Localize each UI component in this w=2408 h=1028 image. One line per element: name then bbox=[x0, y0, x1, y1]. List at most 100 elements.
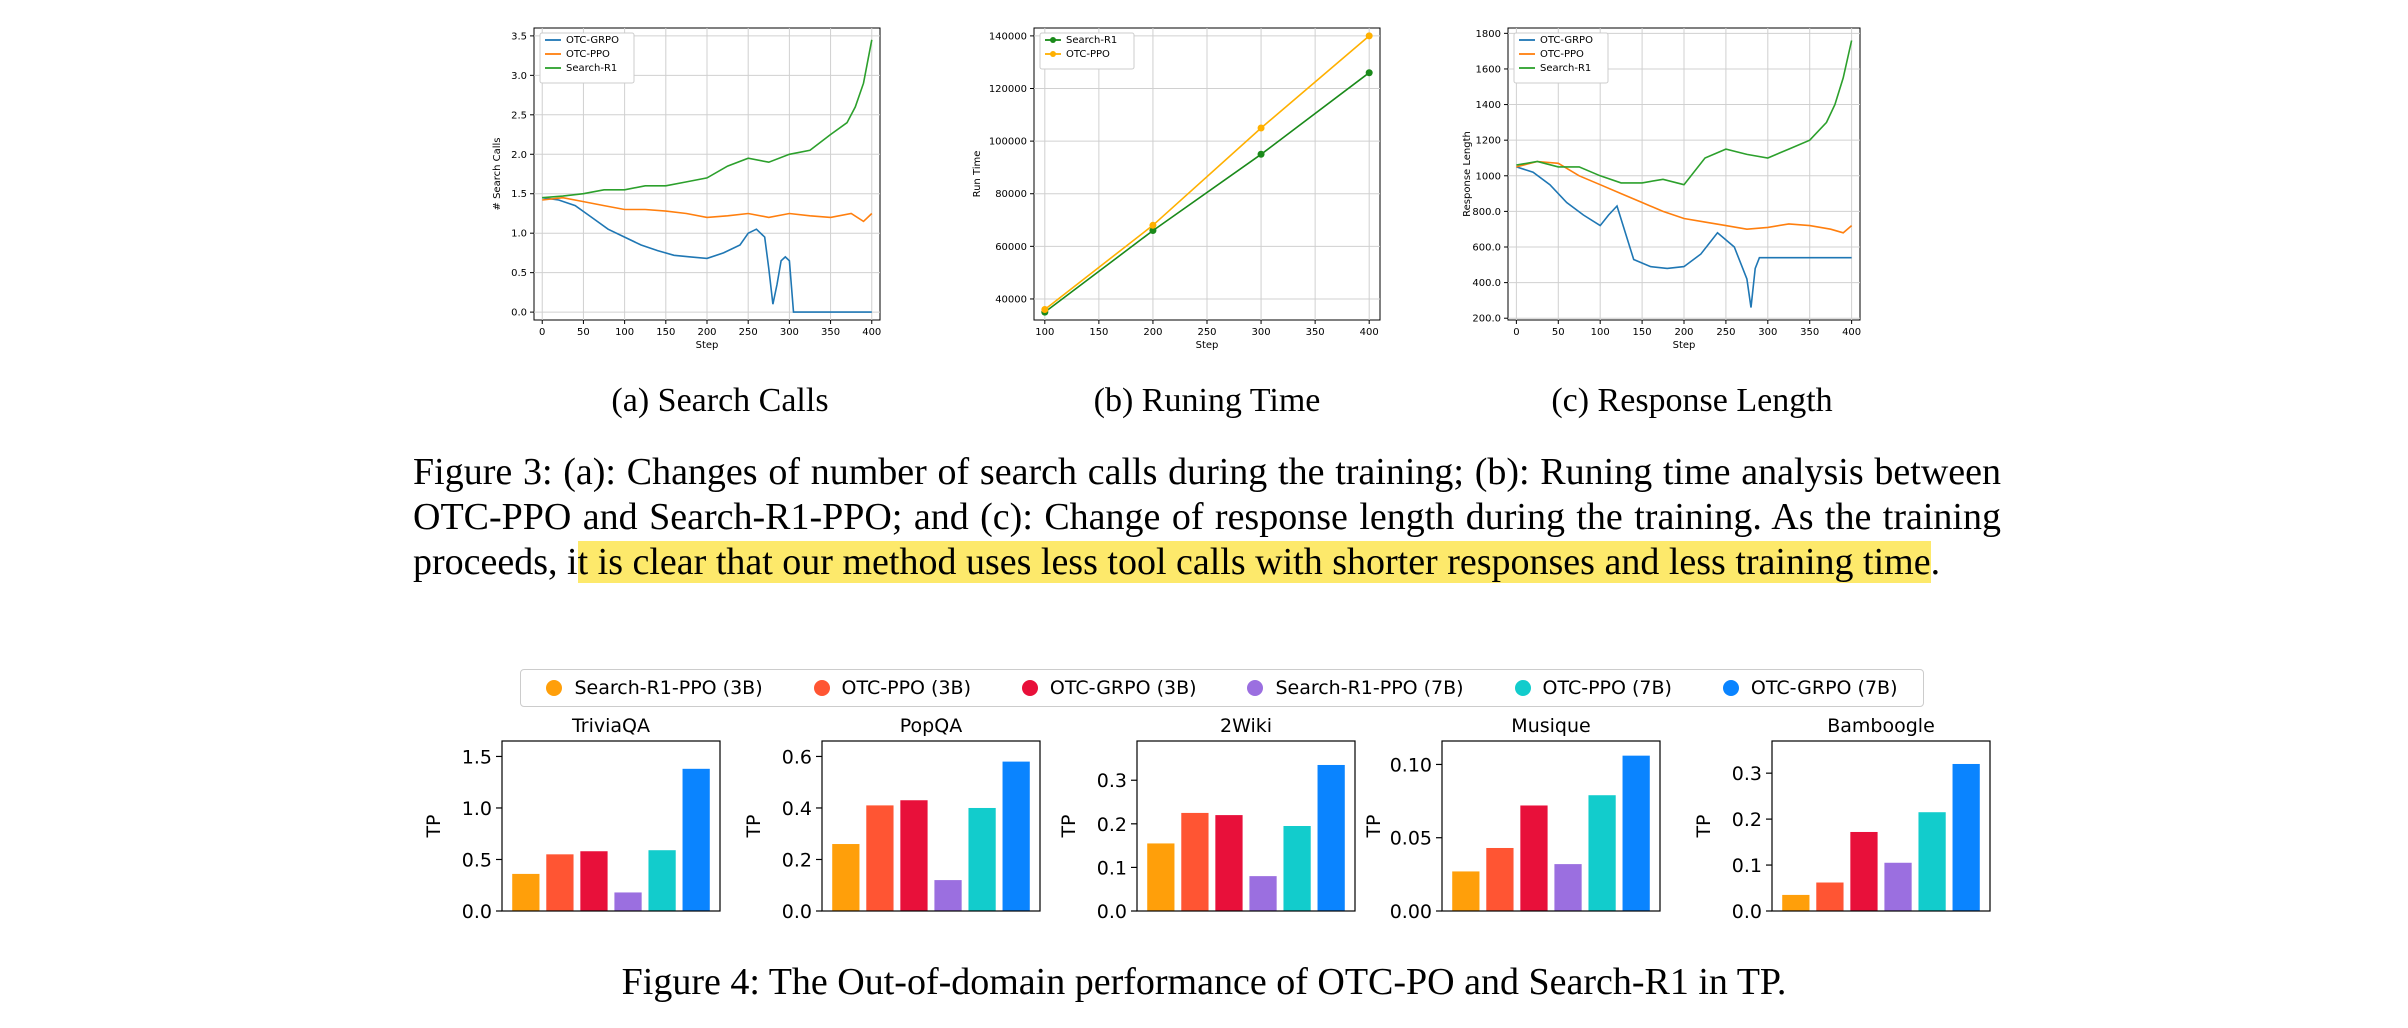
bar bbox=[866, 805, 894, 911]
bar bbox=[1317, 764, 1345, 911]
y-tick-label: 1600 bbox=[1476, 64, 1501, 75]
bar bbox=[648, 850, 676, 911]
legend-dot bbox=[1514, 680, 1531, 696]
legend-label: OTC-GRPO bbox=[566, 35, 619, 46]
data-point bbox=[1365, 32, 1373, 40]
x-tick-label: 350 bbox=[1800, 327, 1819, 338]
y-tick-label: 2.5 bbox=[511, 110, 527, 121]
x-tick-label: 250 bbox=[1716, 327, 1735, 338]
y-tick-label: 1800 bbox=[1476, 29, 1501, 40]
series-line bbox=[1516, 40, 1853, 186]
y-tick-label: 0.0 bbox=[462, 901, 492, 923]
y-axis-label: TP bbox=[1693, 814, 1715, 838]
highlighted-text: t is clear that our method uses less too… bbox=[577, 541, 1931, 583]
y-tick-label: 0.3 bbox=[1732, 763, 1762, 785]
bar-panel-popqa: PopQA 0.0 0.2 0.4 0.6 TP bbox=[743, 715, 1041, 923]
panel-title: Bamboogle bbox=[1827, 715, 1935, 737]
bar-panel-2wiki: 2Wiki 0.0 0.1 0.2 0.3 TP bbox=[1058, 715, 1356, 923]
y-tick-label: 0.2 bbox=[1097, 814, 1127, 836]
legend-box bbox=[1039, 32, 1135, 70]
y-tick-label: 0.1 bbox=[1732, 855, 1762, 877]
x-tick-label: 400 bbox=[1842, 327, 1861, 338]
y-axis-label: Run Time bbox=[972, 151, 983, 198]
x-tick-label: 150 bbox=[1633, 327, 1652, 338]
bar bbox=[682, 768, 710, 911]
bar bbox=[1554, 864, 1582, 911]
y-axis-label: Response Length bbox=[1462, 131, 1473, 217]
bar bbox=[512, 873, 540, 911]
data-point bbox=[1149, 221, 1157, 229]
bar bbox=[1181, 812, 1209, 911]
bar bbox=[1520, 805, 1548, 911]
y-tick-label: 140000 bbox=[989, 31, 1027, 42]
y-axis-label: TP bbox=[1058, 814, 1080, 838]
bar bbox=[1816, 882, 1844, 911]
y-tick-label: 120000 bbox=[989, 84, 1027, 95]
series-line bbox=[542, 196, 873, 223]
y-tick-label: 0.0 bbox=[511, 308, 527, 319]
legend-box bbox=[1513, 32, 1609, 84]
y-tick-label: 600.0 bbox=[1472, 243, 1501, 254]
y-tick-label: 0.0 bbox=[1097, 901, 1127, 923]
y-tick-label: 1.0 bbox=[462, 798, 492, 820]
x-tick-label: 200 bbox=[1674, 327, 1693, 338]
plot-frame bbox=[501, 740, 721, 912]
y-tick-label: 80000 bbox=[995, 189, 1027, 200]
subcaption-b: (b) Runing Time bbox=[1093, 382, 1321, 419]
subcaption-c: (c) Response Length bbox=[1551, 382, 1833, 419]
x-tick-label: 100 bbox=[1591, 327, 1610, 338]
legend-label: OTC-PPO bbox=[566, 49, 610, 60]
x-tick-label: 150 bbox=[656, 327, 675, 338]
x-tick-label: 250 bbox=[739, 327, 758, 338]
search-calls-chart: 0 50 100 150 200 250 300 350 400 0.0 0.5 1.0 1.5 2.0 2… bbox=[492, 27, 881, 351]
bar bbox=[1850, 831, 1878, 911]
y-tick-label: 0.5 bbox=[462, 849, 492, 871]
series-line bbox=[1516, 166, 1852, 308]
figure-4-caption: Figure 4: The Out-of-domain performance … bbox=[621, 961, 1787, 1003]
legend-item: Search-R1-PPO (7B) bbox=[1247, 677, 1464, 699]
bar bbox=[1002, 761, 1030, 911]
y-tick-label: 1400 bbox=[1476, 100, 1501, 111]
y-axis-label: TP bbox=[423, 814, 445, 838]
panel-title: Musique bbox=[1511, 715, 1590, 737]
bar bbox=[1952, 763, 1980, 911]
y-tick-label: 0.0 bbox=[782, 901, 812, 923]
panel-title: TriviaQA bbox=[571, 715, 650, 737]
y-tick-label: 1200 bbox=[1476, 136, 1501, 147]
plot-frame bbox=[1441, 740, 1661, 912]
bar bbox=[900, 800, 928, 911]
subcaption-a: (a) Search Calls bbox=[611, 382, 829, 419]
data-point bbox=[1257, 124, 1265, 132]
legend-box bbox=[539, 32, 635, 84]
legend-label: Search-R1 bbox=[1066, 35, 1117, 46]
bar bbox=[832, 844, 860, 911]
data-point bbox=[1257, 150, 1265, 158]
bar bbox=[1884, 862, 1912, 911]
bar bbox=[1782, 894, 1810, 911]
bar-panel-bamboogle: Bamboogle 0.0 0.1 0.2 0.3 TP bbox=[1693, 715, 1991, 923]
series-line bbox=[542, 39, 873, 199]
data-point bbox=[1041, 305, 1049, 313]
bar bbox=[614, 892, 642, 911]
bar bbox=[1215, 815, 1243, 911]
y-tick-label: 60000 bbox=[995, 242, 1027, 253]
plot-frame bbox=[821, 740, 1041, 912]
x-tick-label: 250 bbox=[1197, 327, 1216, 338]
y-tick-label: 40000 bbox=[995, 294, 1027, 305]
legend-item: OTC-PPO (7B) bbox=[1514, 677, 1672, 699]
x-tick-label: 400 bbox=[1360, 327, 1379, 338]
x-tick-label: 200 bbox=[1143, 327, 1162, 338]
x-axis-label: Step bbox=[1196, 340, 1219, 351]
response-length-chart: 0 50 100 150 200 250 300 350 400 200.0 400.0 600.0 8… bbox=[1462, 27, 1861, 351]
x-tick-label: 350 bbox=[1306, 327, 1325, 338]
y-tick-label: 0.1 bbox=[1097, 857, 1127, 879]
legend-label: OTC-PPO bbox=[1066, 49, 1110, 60]
caption-text: Figure 3: (a): Changes of number of sear… bbox=[413, 451, 2001, 583]
data-point bbox=[1149, 227, 1157, 235]
bar bbox=[934, 880, 962, 911]
y-tick-label: 0.4 bbox=[782, 798, 812, 820]
legend-item: OTC-GRPO (3B) bbox=[1021, 677, 1197, 699]
y-tick-label: 2.0 bbox=[511, 150, 527, 161]
bar-panel-triviaqa: TriviaQA 0.0 0.5 1.0 1.5 TP bbox=[423, 715, 721, 923]
bar bbox=[1249, 876, 1277, 911]
